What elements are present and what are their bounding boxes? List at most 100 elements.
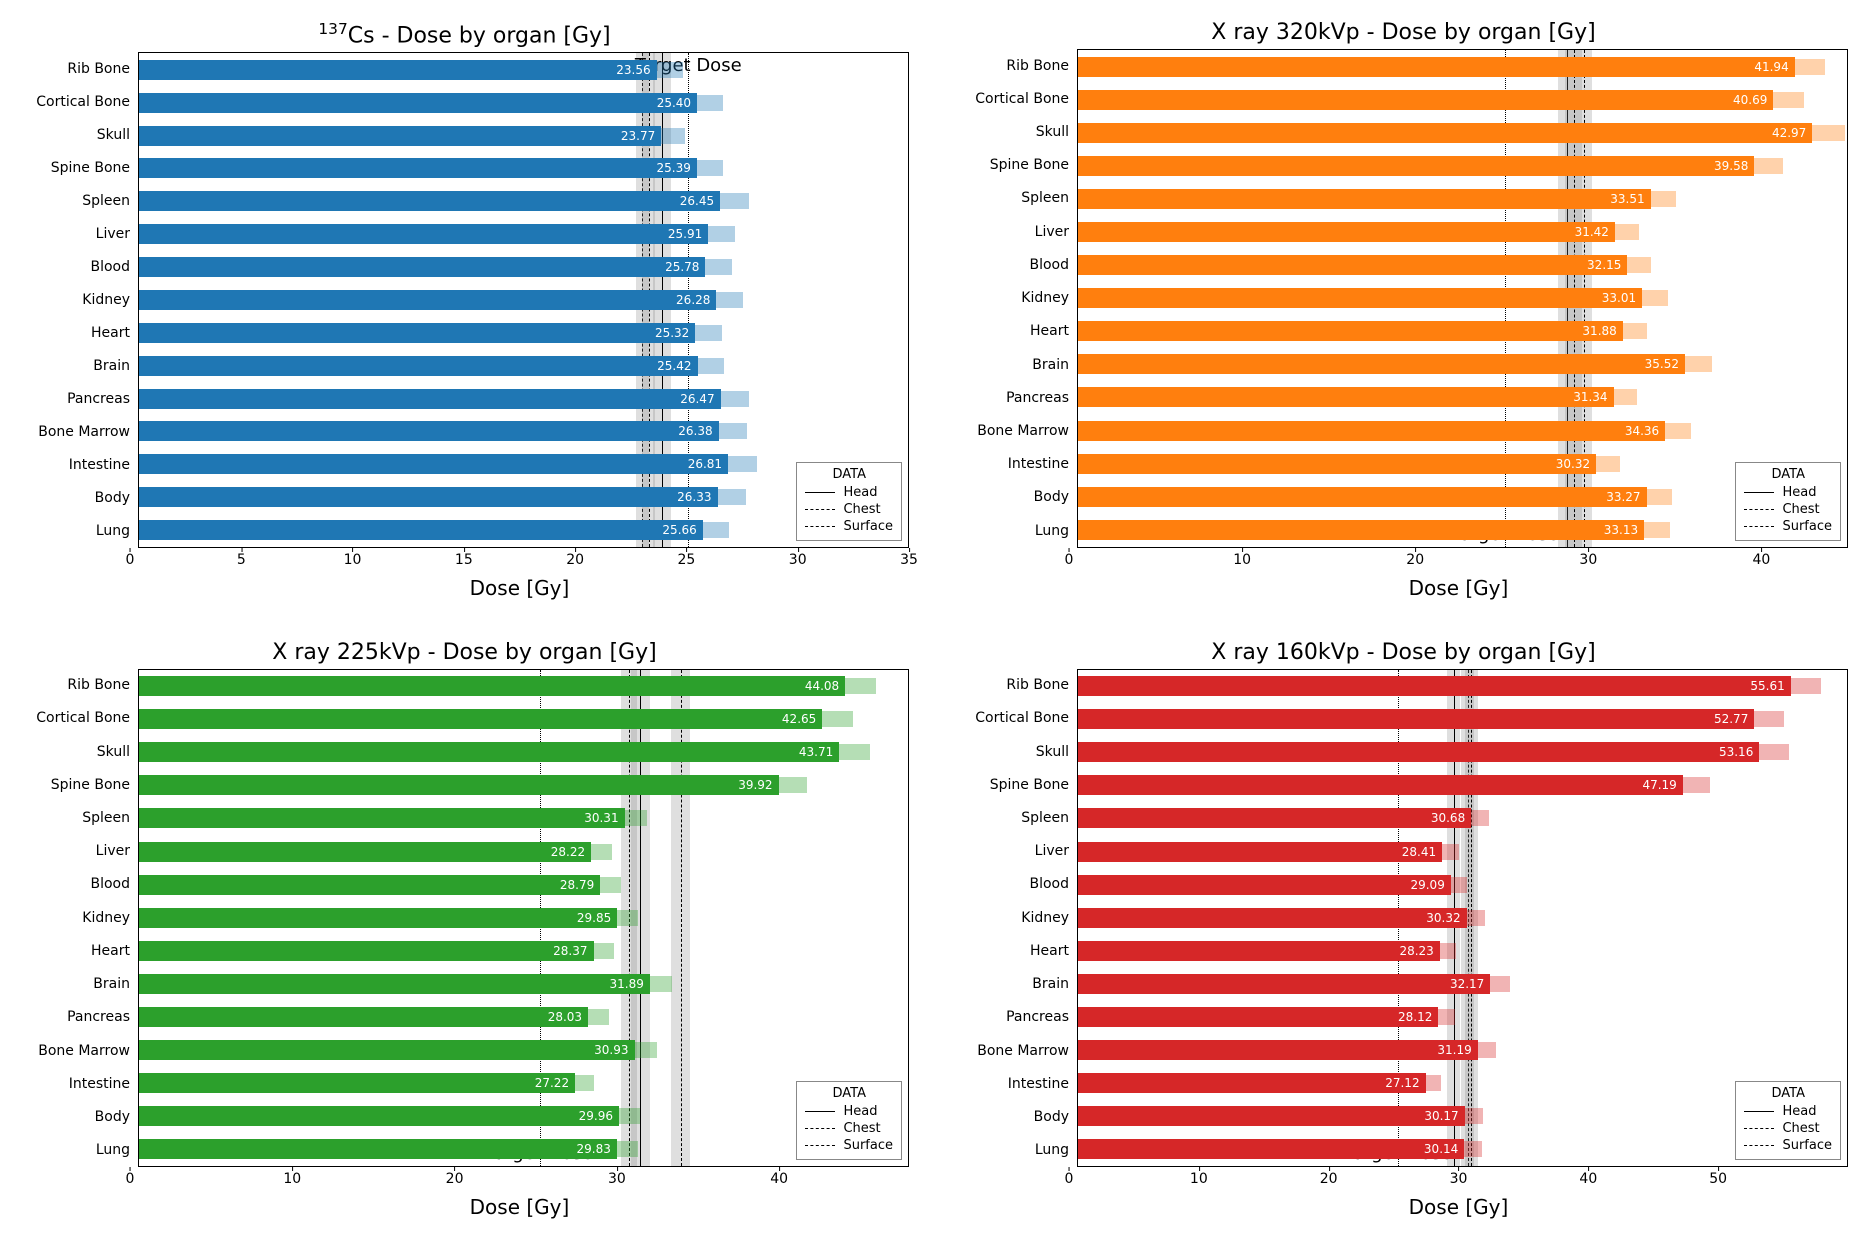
bar-slot: 25.32	[139, 323, 908, 343]
axes-area: Target Dose44.0842.6543.7139.9230.3128.2…	[138, 669, 909, 1168]
bar-slot: 32.15	[1078, 255, 1847, 275]
y-tick-label: Spine Bone	[51, 161, 130, 175]
bar-value-label: 27.22	[535, 1076, 569, 1090]
legend-entry: Chest	[805, 1121, 893, 1136]
subplot-cs137: 137Cs - Dose by organ [Gy]Rib BoneCortic…	[20, 20, 909, 600]
legend-line-icon	[805, 526, 835, 527]
subplot-title: X ray 320kVp - Dose by organ [Gy]	[959, 20, 1848, 45]
legend-entry: Surface	[805, 519, 893, 534]
bar: 25.32	[139, 323, 695, 343]
y-tick-label: Blood	[1029, 258, 1069, 272]
y-tick-label: Pancreas	[1006, 1010, 1069, 1024]
bar-value-label: 35.52	[1645, 357, 1679, 371]
y-tick-label: Rib Bone	[67, 678, 130, 692]
legend-label: Head	[843, 1104, 877, 1119]
y-tick-label: Rib Bone	[1006, 678, 1069, 692]
x-axis: 010203040Dose [Gy]	[20, 1167, 909, 1219]
y-tick-label: Kidney	[1021, 911, 1069, 925]
bar: 42.97	[1078, 123, 1812, 143]
bar: 25.91	[139, 224, 708, 244]
y-tick-label: Body	[95, 1110, 130, 1124]
bar-slot: 34.36	[1078, 421, 1847, 441]
legend-label: Chest	[843, 502, 880, 517]
x-tick-label: 0	[126, 552, 135, 568]
bar-slot: 23.56	[139, 60, 908, 80]
y-tick-label: Pancreas	[1006, 391, 1069, 405]
bar: 28.12	[1078, 1007, 1438, 1027]
bar: 53.16	[1078, 742, 1759, 762]
bar-value-label: 47.19	[1642, 778, 1676, 792]
bar-slot: 43.71	[139, 742, 908, 762]
y-tick-label: Rib Bone	[67, 62, 130, 76]
bar-slot: 31.88	[1078, 321, 1847, 341]
bar-slot: 41.94	[1078, 57, 1847, 77]
bar: 31.42	[1078, 222, 1615, 242]
x-tick-label: 0	[126, 1171, 135, 1187]
bar-value-label: 30.17	[1424, 1109, 1458, 1123]
x-tick-label: 40	[1579, 1171, 1597, 1187]
bar: 30.14	[1078, 1139, 1464, 1159]
y-tick-label: Lung	[1035, 1143, 1069, 1157]
y-tick-label: Liver	[96, 844, 130, 858]
legend-title: DATA	[1744, 1086, 1832, 1101]
y-tick-label: Cortical Bone	[975, 92, 1069, 106]
legend-entry: Head	[805, 1104, 893, 1119]
bar-slot: 28.22	[139, 842, 908, 862]
legend-entry: Chest	[805, 502, 893, 517]
x-tick-label: 40	[1753, 552, 1771, 568]
bar-value-label: 25.40	[657, 96, 691, 110]
legend-entry: Chest	[1744, 502, 1832, 517]
bar-value-label: 44.08	[805, 679, 839, 693]
legend-line-icon	[805, 492, 835, 493]
bar-slot: 28.79	[139, 875, 908, 895]
y-axis: Rib BoneCortical BoneSkullSpine BoneSple…	[20, 52, 138, 547]
axes-area: Target Dose41.9440.6942.9739.5833.5131.4…	[1077, 49, 1848, 548]
bar: 31.89	[139, 974, 650, 994]
y-tick-label: Intestine	[69, 458, 130, 472]
subplot-title: X ray 225kVp - Dose by organ [Gy]	[20, 640, 909, 665]
bar: 44.08	[139, 676, 845, 696]
bar-value-label: 28.79	[560, 878, 594, 892]
x-tick-label: 20	[446, 1171, 464, 1187]
y-tick-label: Brain	[1032, 358, 1069, 372]
bar: 52.77	[1078, 709, 1754, 729]
bar: 32.17	[1078, 974, 1490, 994]
bar-slot: 25.40	[139, 93, 908, 113]
bar-value-label: 32.17	[1450, 977, 1484, 991]
bar: 29.83	[139, 1139, 617, 1159]
bar-value-label: 30.93	[594, 1043, 628, 1057]
bar-slot: 30.31	[139, 808, 908, 828]
legend-label: Head	[1782, 1104, 1816, 1119]
legend-entry: Surface	[1744, 1138, 1832, 1153]
bar-value-label: 28.12	[1398, 1010, 1432, 1024]
bar-value-label: 29.96	[579, 1109, 613, 1123]
bar: 27.22	[139, 1073, 575, 1093]
x-tick-label: 5	[237, 552, 246, 568]
legend-line-icon	[1744, 492, 1774, 493]
y-axis: Rib BoneCortical BoneSkullSpine BoneSple…	[20, 669, 138, 1168]
bar-slot: 28.37	[139, 941, 908, 961]
bar-slot: 33.51	[1078, 189, 1847, 209]
bar-slot: 30.93	[139, 1040, 908, 1060]
legend: DATAHeadChestSurface	[1735, 1081, 1841, 1160]
bar: 25.40	[139, 93, 697, 113]
bar-value-label: 53.16	[1719, 745, 1753, 759]
bar-value-label: 42.97	[1772, 126, 1806, 140]
bar-slot: 27.22	[139, 1073, 908, 1093]
bar-slot: 33.13	[1078, 520, 1847, 540]
bar: 32.15	[1078, 255, 1627, 275]
legend: DATAHeadChestSurface	[796, 462, 902, 541]
y-tick-label: Body	[1034, 490, 1069, 504]
bar-value-label: 26.47	[680, 392, 714, 406]
x-tick-label: 50	[1709, 1171, 1727, 1187]
axes-area: Target Dose55.6152.7753.1647.1930.6828.4…	[1077, 669, 1848, 1168]
bar-slot: 27.12	[1078, 1073, 1847, 1093]
bars-container: 41.9440.6942.9739.5833.5131.4232.1533.01…	[1078, 50, 1847, 547]
bar-slot: 29.85	[139, 908, 908, 928]
legend-line-icon	[805, 509, 835, 510]
bar: 43.71	[139, 742, 839, 762]
legend-line-icon	[1744, 1111, 1774, 1112]
bar-slot: 28.12	[1078, 1007, 1847, 1027]
y-tick-label: Blood	[90, 877, 130, 891]
bar: 33.13	[1078, 520, 1644, 540]
